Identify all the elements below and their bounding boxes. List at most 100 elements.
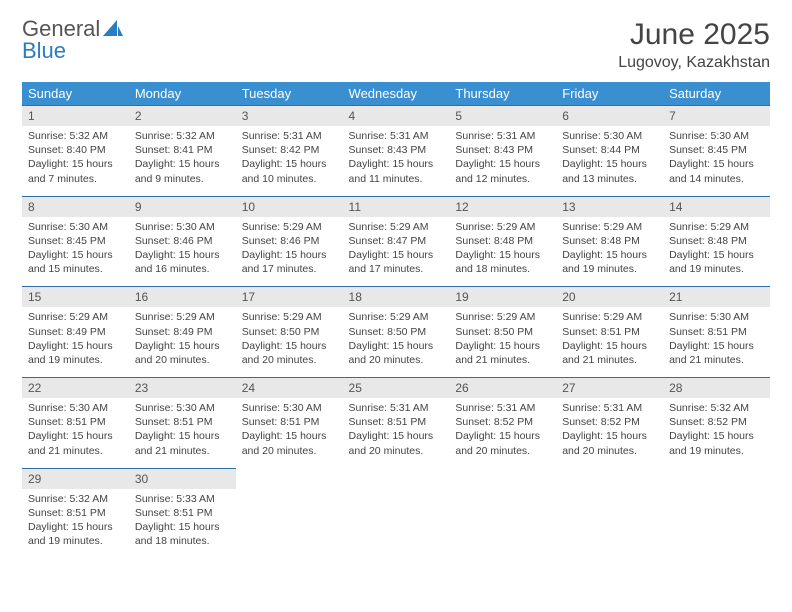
sunset-value: 8:46 PM (280, 235, 319, 247)
day-cell: Sunrise: 5:29 AMSunset: 8:48 PMDaylight:… (663, 217, 770, 287)
sunset-value: 8:49 PM (67, 326, 106, 338)
sunrise-label: Sunrise: (135, 221, 176, 233)
sunrise-label: Sunrise: (135, 493, 176, 505)
day-number: 6 (556, 106, 663, 127)
daylight-label: Daylight: (455, 430, 499, 442)
sunset-label: Sunset: (562, 235, 601, 247)
sunrise-value: 5:29 AM (604, 221, 643, 233)
sunrise-label: Sunrise: (669, 221, 710, 233)
sunset-label: Sunset: (562, 416, 601, 428)
sunrise-label: Sunrise: (242, 402, 283, 414)
sunrise-value: 5:30 AM (176, 402, 215, 414)
sunrise-value: 5:30 AM (176, 221, 215, 233)
day-number: 21 (663, 287, 770, 308)
day-cell: Sunrise: 5:32 AMSunset: 8:40 PMDaylight:… (22, 126, 129, 196)
sunrise-value: 5:32 AM (69, 493, 108, 505)
sunset-value: 8:52 PM (601, 416, 640, 428)
sunset-value: 8:42 PM (280, 144, 319, 156)
sunrise-value: 5:30 AM (604, 130, 643, 142)
sunrise-value: 5:29 AM (497, 311, 536, 323)
day-cell: Sunrise: 5:30 AMSunset: 8:51 PMDaylight:… (236, 398, 343, 468)
sunset-label: Sunset: (669, 235, 708, 247)
empty-cell (236, 468, 343, 489)
sunrise-label: Sunrise: (135, 130, 176, 142)
sunset-value: 8:49 PM (173, 326, 212, 338)
sunrise-label: Sunrise: (455, 402, 496, 414)
sunrise-value: 5:30 AM (283, 402, 322, 414)
day-number: 28 (663, 378, 770, 399)
sunrise-value: 5:30 AM (711, 130, 750, 142)
day-body-row: Sunrise: 5:30 AM Sunset: 8:45 PM Daylight:… (22, 217, 770, 287)
sunset-label: Sunset: (455, 144, 494, 156)
day-cell: Sunrise: 5:31 AMSunset: 8:43 PMDaylight:… (449, 126, 556, 196)
empty-cell (663, 489, 770, 559)
sunset-value: 8:45 PM (67, 235, 106, 247)
day-number: 17 (236, 287, 343, 308)
daylight-label: Daylight: (135, 249, 179, 261)
sunrise-value: 5:31 AM (497, 130, 536, 142)
day-number: 1 (22, 106, 129, 127)
day-number: 15 (22, 287, 129, 308)
day-number: 16 (129, 287, 236, 308)
sunset-label: Sunset: (349, 235, 388, 247)
day-body-row: Sunrise: 5:29 AMSunset: 8:49 PMDaylight:… (22, 307, 770, 377)
sunset-value: 8:51 PM (387, 416, 426, 428)
daylight-label: Daylight: (669, 430, 713, 442)
sunrise-value: 5:29 AM (69, 311, 108, 323)
day-number: 22 (22, 378, 129, 399)
sunset-label: Sunset: (242, 144, 281, 156)
day-cell: Sunrise: 5:30 AMSunset: 8:46 PMDaylight:… (129, 217, 236, 287)
daylight-label: Daylight: (242, 158, 286, 170)
month-title: June 2025 (618, 18, 770, 52)
sunrise-value: 5:29 AM (283, 311, 322, 323)
sunrise-label: Sunrise: (455, 221, 496, 233)
daylight-label: Daylight: (562, 249, 606, 261)
day-number-row: 1234567 (22, 106, 770, 127)
sunset-value: 8:48 PM (708, 235, 747, 247)
empty-cell (556, 468, 663, 489)
sunset-value: 8:51 PM (280, 416, 319, 428)
sunrise-value: 5:31 AM (283, 130, 322, 142)
daylight-label: Daylight: (562, 340, 606, 352)
sunrise-value: 5:29 AM (390, 311, 429, 323)
sunset-value: 8:50 PM (494, 326, 533, 338)
day-cell: Sunrise: 5:30 AMSunset: 8:51 PMDaylight:… (663, 307, 770, 377)
sunrise-value: 5:32 AM (69, 130, 108, 142)
sunrise-value: 5:30 AM (69, 221, 108, 233)
day-cell: Sunrise: 5:29 AMSunset: 8:48 PMDaylight:… (449, 217, 556, 287)
day-cell: Sunrise: 5:29 AMSunset: 8:50 PMDaylight:… (343, 307, 450, 377)
sunset-label: Sunset: (562, 144, 601, 156)
day-number-row: 2930 (22, 468, 770, 489)
sunset-label: Sunset: (349, 326, 388, 338)
daylight-label: Daylight: (455, 158, 499, 170)
daylight-label: Daylight: (135, 340, 179, 352)
day-number: 18 (343, 287, 450, 308)
day-number-row: 15161718192021 (22, 287, 770, 308)
sunrise-label: Sunrise: (242, 130, 283, 142)
daylight-label: Daylight: (669, 158, 713, 170)
daylight-label: Daylight: (135, 430, 179, 442)
sunrise-label: Sunrise: (349, 311, 390, 323)
sunrise-value: 5:29 AM (283, 221, 322, 233)
day-cell: Sunrise: 5:30 AMSunset: 8:45 PMDaylight:… (663, 126, 770, 196)
empty-cell (343, 489, 450, 559)
day-cell: Sunrise: 5:29 AMSunset: 8:51 PMDaylight:… (556, 307, 663, 377)
sunrise-value: 5:29 AM (711, 221, 750, 233)
weekday-header: Sunday (22, 82, 129, 106)
sunrise-value: 5:30 AM (69, 402, 108, 414)
day-cell: Sunrise: 5:29 AMSunset: 8:46 PMDaylight:… (236, 217, 343, 287)
sunset-label: Sunset: (28, 507, 67, 519)
day-cell: Sunrise: 5:31 AMSunset: 8:52 PMDaylight:… (449, 398, 556, 468)
daylight-label: Daylight: (242, 249, 286, 261)
day-number: 30 (129, 468, 236, 489)
empty-cell (449, 468, 556, 489)
day-body-row: Sunrise: 5:32 AMSunset: 8:51 PMDaylight:… (22, 489, 770, 559)
day-cell: Sunrise: 5:31 AMSunset: 8:43 PMDaylight:… (343, 126, 450, 196)
sunrise-value: 5:33 AM (176, 493, 215, 505)
logo-text-2: Blue (22, 38, 66, 63)
sunset-value: 8:44 PM (601, 144, 640, 156)
weekday-header: Monday (129, 82, 236, 106)
sunrise-value: 5:29 AM (176, 311, 215, 323)
day-number: 29 (22, 468, 129, 489)
day-cell: Sunrise: 5:29 AMSunset: 8:50 PMDaylight:… (449, 307, 556, 377)
